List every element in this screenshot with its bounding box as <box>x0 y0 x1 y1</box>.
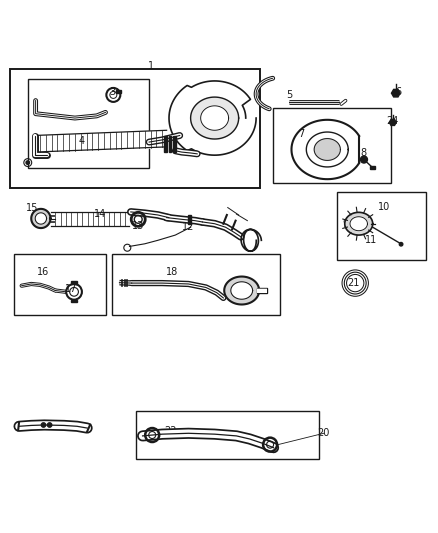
Polygon shape <box>350 217 367 231</box>
Text: 17: 17 <box>65 284 78 294</box>
Text: 14: 14 <box>94 209 106 219</box>
Text: 20: 20 <box>318 429 330 438</box>
Text: 13: 13 <box>132 221 145 231</box>
Polygon shape <box>392 90 400 97</box>
Text: 5: 5 <box>286 90 292 100</box>
Bar <box>370 166 375 169</box>
Text: 23: 23 <box>39 422 52 432</box>
Polygon shape <box>201 106 229 130</box>
Bar <box>112 254 280 314</box>
Circle shape <box>399 243 403 246</box>
Circle shape <box>26 161 29 164</box>
Text: 19: 19 <box>230 284 243 293</box>
Bar <box>257 288 267 293</box>
Text: 12: 12 <box>182 222 194 232</box>
Bar <box>11 69 261 188</box>
Circle shape <box>360 156 367 163</box>
Text: 22: 22 <box>165 426 177 436</box>
Polygon shape <box>191 97 239 139</box>
Bar <box>71 300 77 302</box>
Bar <box>117 90 121 93</box>
Text: 11: 11 <box>365 235 377 245</box>
Text: 2: 2 <box>207 107 213 117</box>
Bar <box>169 135 171 152</box>
Circle shape <box>41 423 46 427</box>
Bar <box>273 108 392 183</box>
Polygon shape <box>224 277 259 304</box>
Text: 9: 9 <box>343 219 349 229</box>
Text: 7: 7 <box>298 129 304 139</box>
Text: 24: 24 <box>387 116 399 126</box>
Text: 6: 6 <box>396 87 402 97</box>
Text: 8: 8 <box>360 148 366 158</box>
Polygon shape <box>31 209 50 228</box>
Text: 15: 15 <box>26 204 39 213</box>
Bar <box>187 215 191 224</box>
Polygon shape <box>345 212 373 235</box>
Polygon shape <box>35 213 46 224</box>
Bar <box>337 192 426 260</box>
Bar <box>136 410 319 459</box>
Bar <box>257 288 267 293</box>
Text: 3: 3 <box>109 87 115 97</box>
Polygon shape <box>169 81 256 155</box>
Text: 10: 10 <box>378 201 390 212</box>
Text: 4: 4 <box>78 136 85 146</box>
Polygon shape <box>314 139 340 160</box>
Text: 21: 21 <box>347 278 360 288</box>
Bar <box>164 135 167 152</box>
Bar <box>71 281 77 284</box>
Text: 18: 18 <box>166 266 178 277</box>
Text: 16: 16 <box>37 266 49 277</box>
Bar <box>28 79 149 168</box>
Polygon shape <box>231 282 253 299</box>
Text: 1: 1 <box>148 61 154 71</box>
Bar <box>14 254 106 314</box>
Circle shape <box>47 423 52 427</box>
Polygon shape <box>389 119 396 125</box>
Bar <box>173 135 176 152</box>
